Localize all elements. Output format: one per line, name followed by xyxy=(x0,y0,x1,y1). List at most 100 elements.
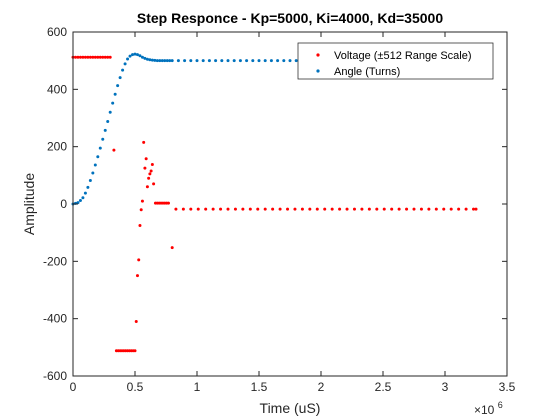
angle-data-point xyxy=(294,59,298,63)
voltage-data-point xyxy=(106,55,110,59)
voltage-data-point xyxy=(390,207,394,211)
angle-data-point xyxy=(135,53,139,57)
angle-data-point xyxy=(288,59,292,63)
voltage-data-point xyxy=(196,207,200,211)
y-axis-label: Amplitude xyxy=(21,173,37,235)
voltage-data-point xyxy=(457,207,461,211)
angle-data-point xyxy=(148,58,152,62)
angle-data-point xyxy=(98,146,102,150)
angle-data-point xyxy=(153,58,157,62)
voltage-data-point xyxy=(464,207,468,211)
angle-data-point xyxy=(155,59,159,63)
voltage-data-point xyxy=(397,207,401,211)
voltage-data-point xyxy=(139,208,143,212)
voltage-data-point xyxy=(472,207,476,211)
angle-data-point xyxy=(83,191,87,195)
angle-data-point xyxy=(140,55,144,59)
legend-marker-voltage xyxy=(316,53,320,57)
angle-data-point xyxy=(96,155,100,159)
angle-data-point xyxy=(245,59,249,63)
voltage-data-point xyxy=(308,207,312,211)
voltage-data-point xyxy=(81,55,85,59)
angle-data-point xyxy=(263,59,267,63)
angle-data-point xyxy=(170,59,174,63)
voltage-data-point xyxy=(263,207,267,211)
x-tick-label: 3.5 xyxy=(499,380,516,394)
angle-data-point xyxy=(91,171,95,175)
angle-data-point xyxy=(106,119,110,123)
voltage-data-point xyxy=(96,55,100,59)
legend-marker-angle xyxy=(316,69,320,73)
x-tick-label: 3 xyxy=(442,380,449,394)
x-axis-label: Time (uS) xyxy=(260,400,321,416)
voltage-data-point xyxy=(382,207,386,211)
legend: Voltage (±512 Range Scale) Angle (Turns) xyxy=(297,42,494,80)
voltage-data-point xyxy=(241,207,245,211)
voltage-data-point xyxy=(233,207,237,211)
angle-data-point xyxy=(145,57,149,61)
voltage-data-point xyxy=(76,55,80,59)
angle-data-point xyxy=(201,59,205,63)
voltage-data-point xyxy=(147,176,151,180)
x-tick-label: 1.5 xyxy=(251,380,268,394)
voltage-data-point xyxy=(73,55,77,59)
angle-data-point xyxy=(131,53,135,57)
voltage-data-point xyxy=(135,274,139,278)
x-tick-label: 2.5 xyxy=(375,380,392,394)
y-tick-label: -200 xyxy=(43,254,67,268)
voltage-data-point xyxy=(143,166,147,170)
voltage-data-point xyxy=(226,207,230,211)
voltage-data-point xyxy=(278,207,282,211)
x-axis-exponent-base: ×10 xyxy=(474,403,495,417)
y-tick-label: 200 xyxy=(47,140,67,154)
y-tick-label: 400 xyxy=(47,82,67,96)
legend-label-voltage: Voltage (±512 Range Scale) xyxy=(334,50,472,62)
x-tick-label: 0.5 xyxy=(127,380,144,394)
voltage-data-point xyxy=(442,207,446,211)
voltage-data-point xyxy=(352,207,356,211)
voltage-data-point xyxy=(286,207,290,211)
angle-data-point xyxy=(207,59,211,63)
angle-data-point xyxy=(158,59,162,63)
angle-data-point xyxy=(214,59,218,63)
angle-data-point xyxy=(126,57,130,61)
voltage-data-point xyxy=(83,55,87,59)
angle-data-point xyxy=(133,52,137,56)
voltage-data-point xyxy=(360,207,364,211)
angle-data-point xyxy=(269,59,273,63)
angle-data-point xyxy=(123,62,127,66)
angle-data-point xyxy=(226,59,230,63)
voltage-data-point xyxy=(103,55,107,59)
voltage-data-point xyxy=(315,207,319,211)
voltage-data-point xyxy=(449,207,453,211)
legend-box xyxy=(297,42,494,80)
voltage-data-point xyxy=(112,148,116,152)
angle-data-point xyxy=(101,137,105,141)
angle-data-point xyxy=(282,59,286,63)
angle-data-point xyxy=(220,59,224,63)
voltage-data-point xyxy=(204,207,208,211)
angle-data-point xyxy=(195,59,199,63)
voltage-data-point xyxy=(142,140,146,144)
voltage-data-point xyxy=(150,162,154,166)
angle-data-point xyxy=(78,199,82,203)
voltage-data-point xyxy=(412,207,416,211)
voltage-data-point xyxy=(149,169,153,173)
voltage-data-point xyxy=(211,207,215,211)
angle-data-point xyxy=(93,163,97,167)
voltage-data-point xyxy=(88,55,92,59)
voltage-data-point xyxy=(189,207,193,211)
voltage-data-point xyxy=(375,207,379,211)
angle-data-point xyxy=(138,54,142,58)
angle-data-point xyxy=(113,92,117,96)
voltage-data-point xyxy=(367,207,371,211)
y-tick-label: 0 xyxy=(60,197,67,211)
angle-data-point xyxy=(118,76,122,80)
voltage-data-point xyxy=(174,207,178,211)
voltage-data-point xyxy=(86,55,90,59)
x-tick-label: 1 xyxy=(194,380,201,394)
voltage-data-point xyxy=(137,258,141,262)
voltage-data-point xyxy=(144,157,148,161)
angle-data-point xyxy=(108,110,112,114)
